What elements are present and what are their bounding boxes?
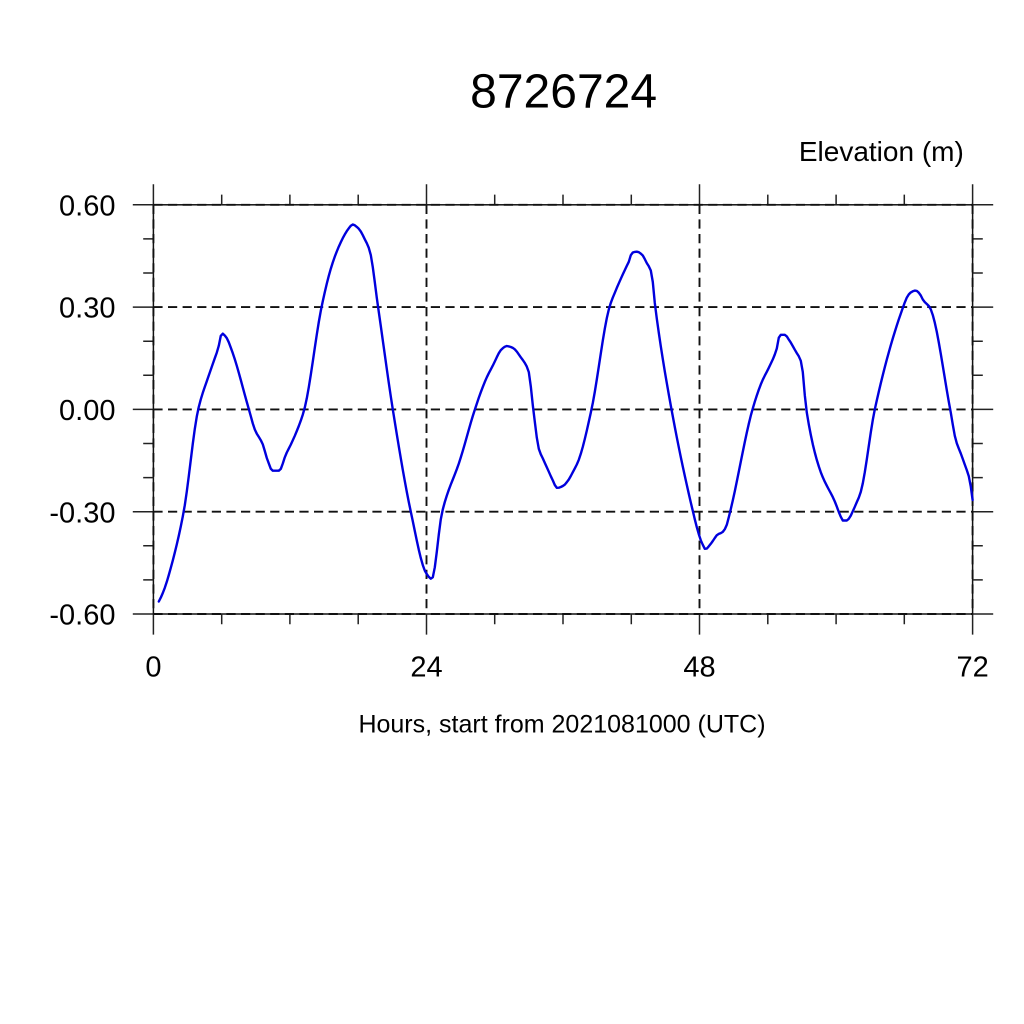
svg-text:72: 72	[956, 651, 988, 683]
svg-text:Elevation (m): Elevation (m)	[799, 136, 964, 167]
svg-text:48: 48	[683, 651, 715, 683]
svg-text:0.60: 0.60	[59, 190, 115, 222]
svg-text:0.30: 0.30	[59, 293, 115, 325]
svg-text:24: 24	[410, 651, 442, 683]
svg-text:8726724: 8726724	[470, 65, 657, 118]
svg-text:0: 0	[145, 651, 161, 683]
svg-text:0.00: 0.00	[59, 395, 115, 427]
svg-text:-0.30: -0.30	[49, 497, 115, 529]
svg-text:Hours, start from 2021081000 (: Hours, start from 2021081000 (UTC)	[358, 710, 765, 738]
svg-text:-0.60: -0.60	[49, 600, 115, 632]
